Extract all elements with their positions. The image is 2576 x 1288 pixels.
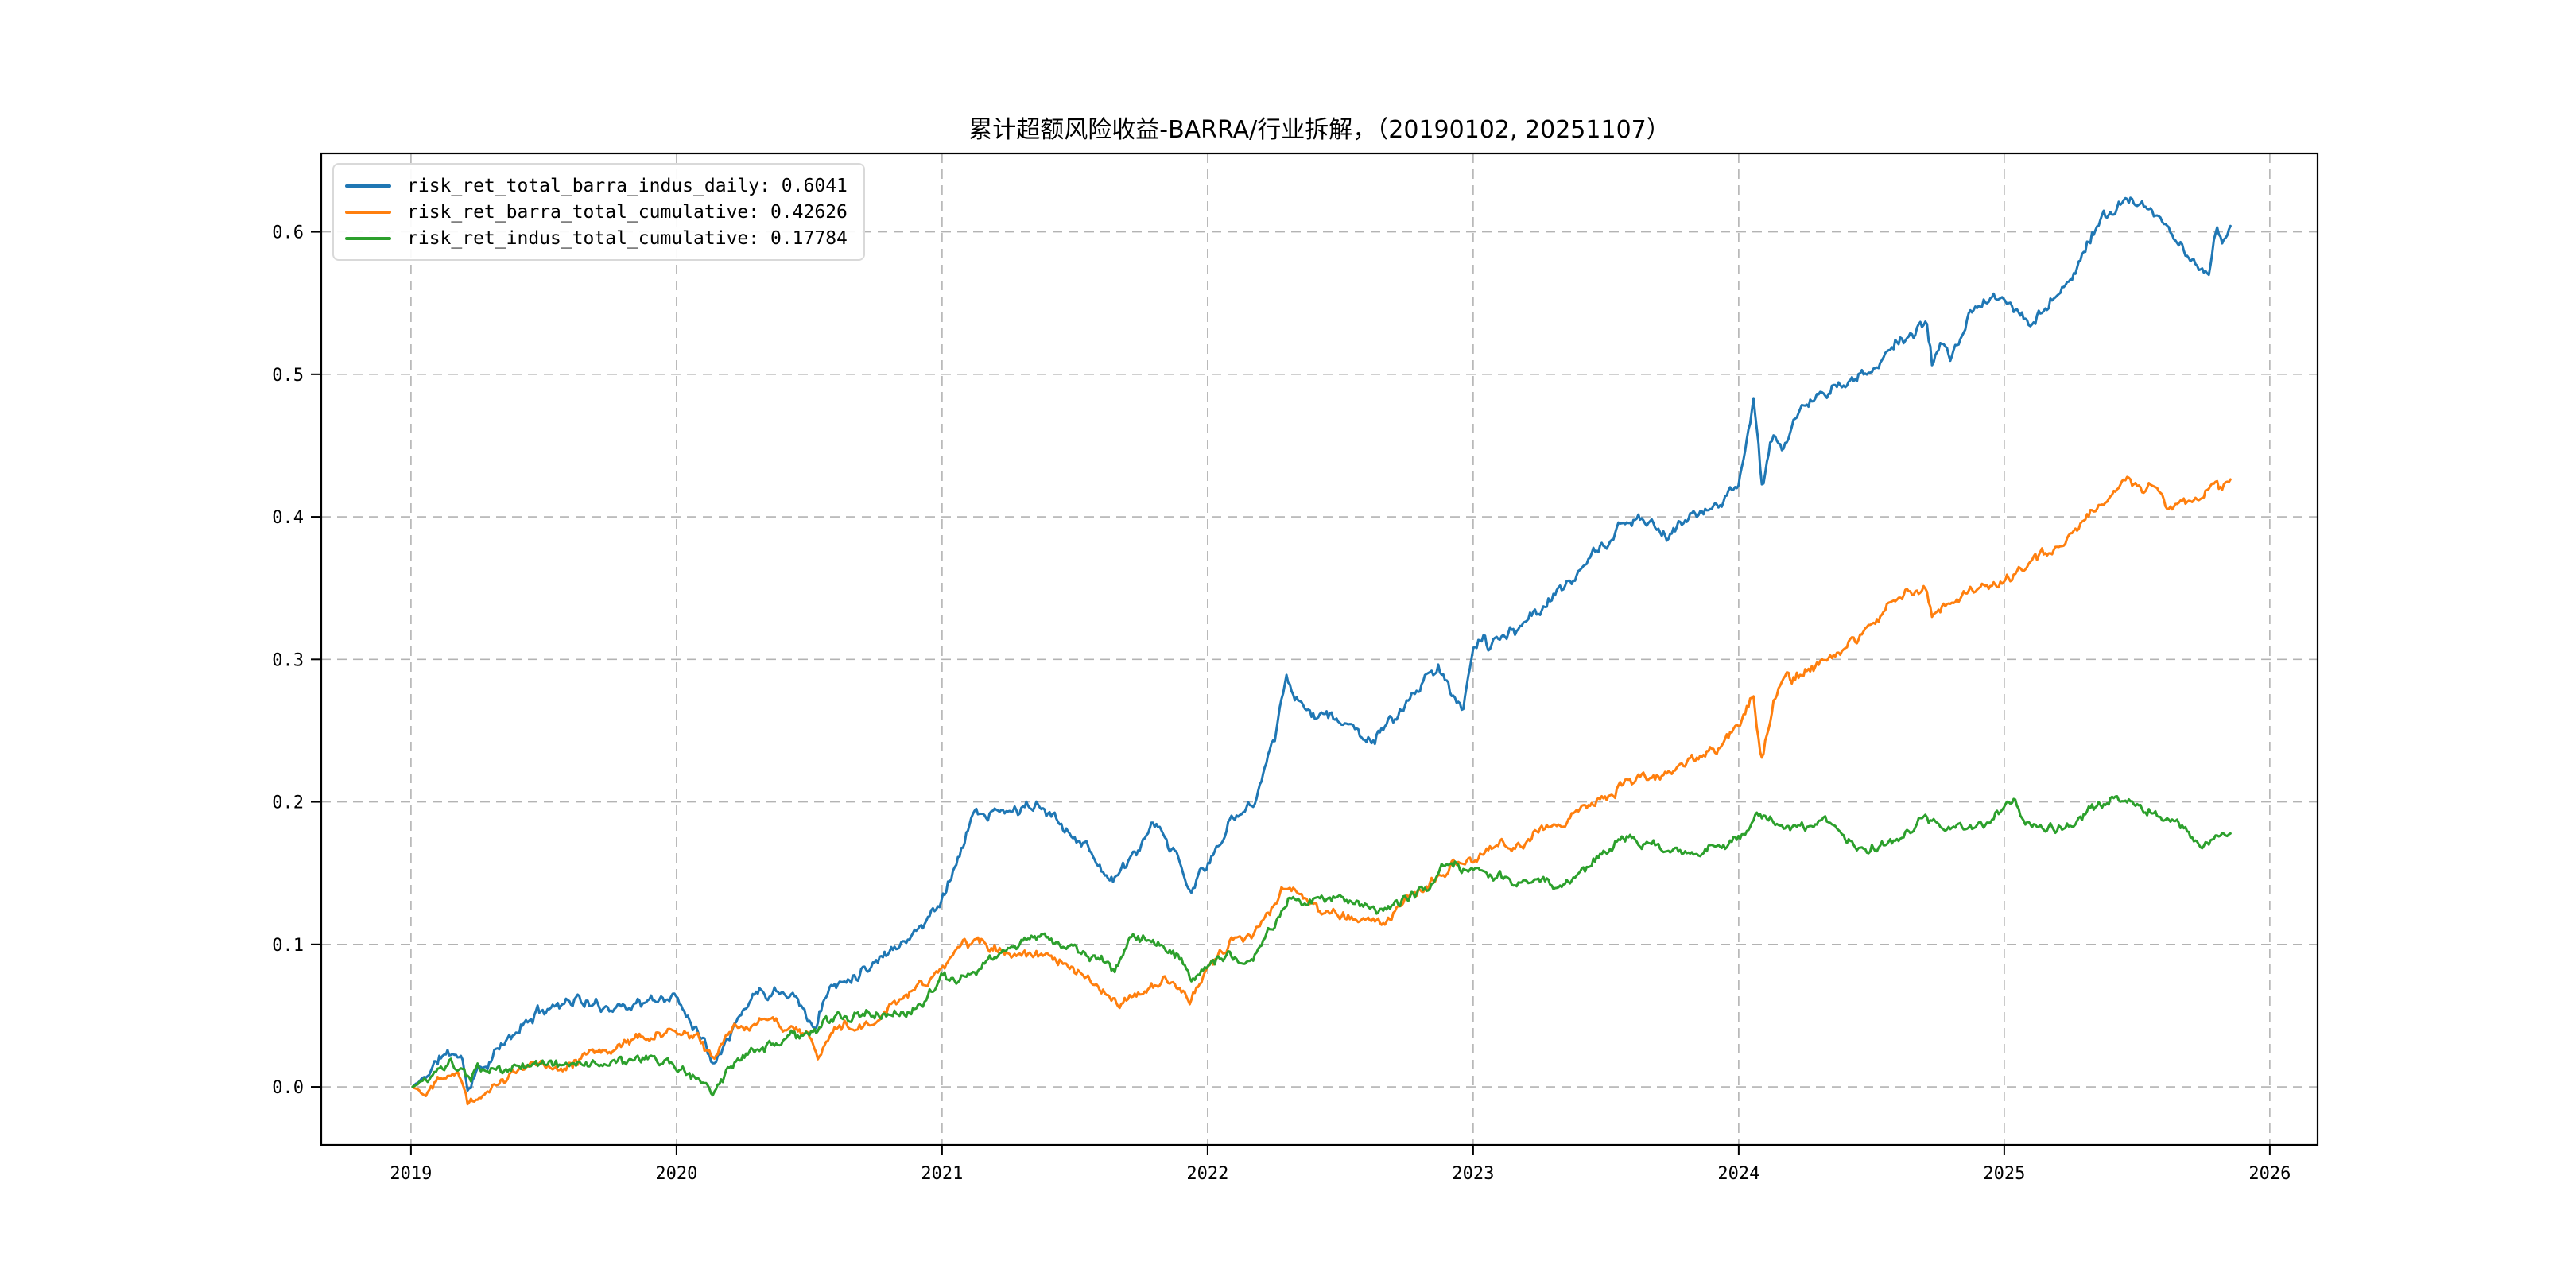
x-tick-label-2026: 2026: [2248, 1164, 2291, 1184]
y-tick-label-0.2: 0.2: [272, 793, 304, 813]
legend-item-indus: risk_ret_indus_total_cumulative: 0.17784: [345, 225, 848, 251]
x-tick-label-2021: 2021: [921, 1164, 963, 1184]
x-tick-label-2025: 2025: [1983, 1164, 2025, 1184]
legend-item-barra: risk_ret_barra_total_cumulative: 0.42626: [345, 199, 848, 225]
x-tick-label-2019: 2019: [390, 1164, 432, 1184]
legend-label-total: risk_ret_total_barra_indus_daily: 0.6041: [407, 175, 848, 196]
x-tick-label-2024: 2024: [1717, 1164, 1759, 1184]
legend-line-swatch-blue: [345, 184, 391, 188]
x-tick-label-2023: 2023: [1452, 1164, 1494, 1184]
legend-line-swatch-green: [345, 236, 391, 240]
y-tick-label-0.0: 0.0: [272, 1078, 304, 1098]
y-tick-label-0.4: 0.4: [272, 508, 304, 528]
y-tick-label-0.5: 0.5: [272, 366, 304, 386]
y-tick-label-0.1: 0.1: [272, 936, 304, 956]
y-tick-label-0.3: 0.3: [272, 650, 304, 670]
plot-frame: [320, 152, 2319, 1146]
legend-label-indus: risk_ret_indus_total_cumulative: 0.17784: [407, 227, 848, 249]
x-tick-label-2022: 2022: [1186, 1164, 1228, 1184]
legend-label-barra: risk_ret_barra_total_cumulative: 0.42626: [407, 201, 848, 223]
series-line-risk_ret_total_barra_indus_daily: [411, 196, 2232, 1092]
legend-item-total: risk_ret_total_barra_indus_daily: 0.6041: [345, 173, 848, 199]
series-line-risk_ret_indus_total_cumulative: [411, 795, 2232, 1097]
series-line-risk_ret_barra_total_cumulative: [411, 475, 2232, 1106]
x-tick-label-2020: 2020: [655, 1164, 697, 1184]
legend: risk_ret_total_barra_indus_daily: 0.6041…: [332, 163, 865, 261]
y-tick-label-0.6: 0.6: [272, 223, 304, 243]
legend-line-swatch-orange: [345, 210, 391, 214]
chart-title: 累计超额风险收益-BARRA/行业拆解，（20190102, 20251107）: [968, 116, 1670, 144]
